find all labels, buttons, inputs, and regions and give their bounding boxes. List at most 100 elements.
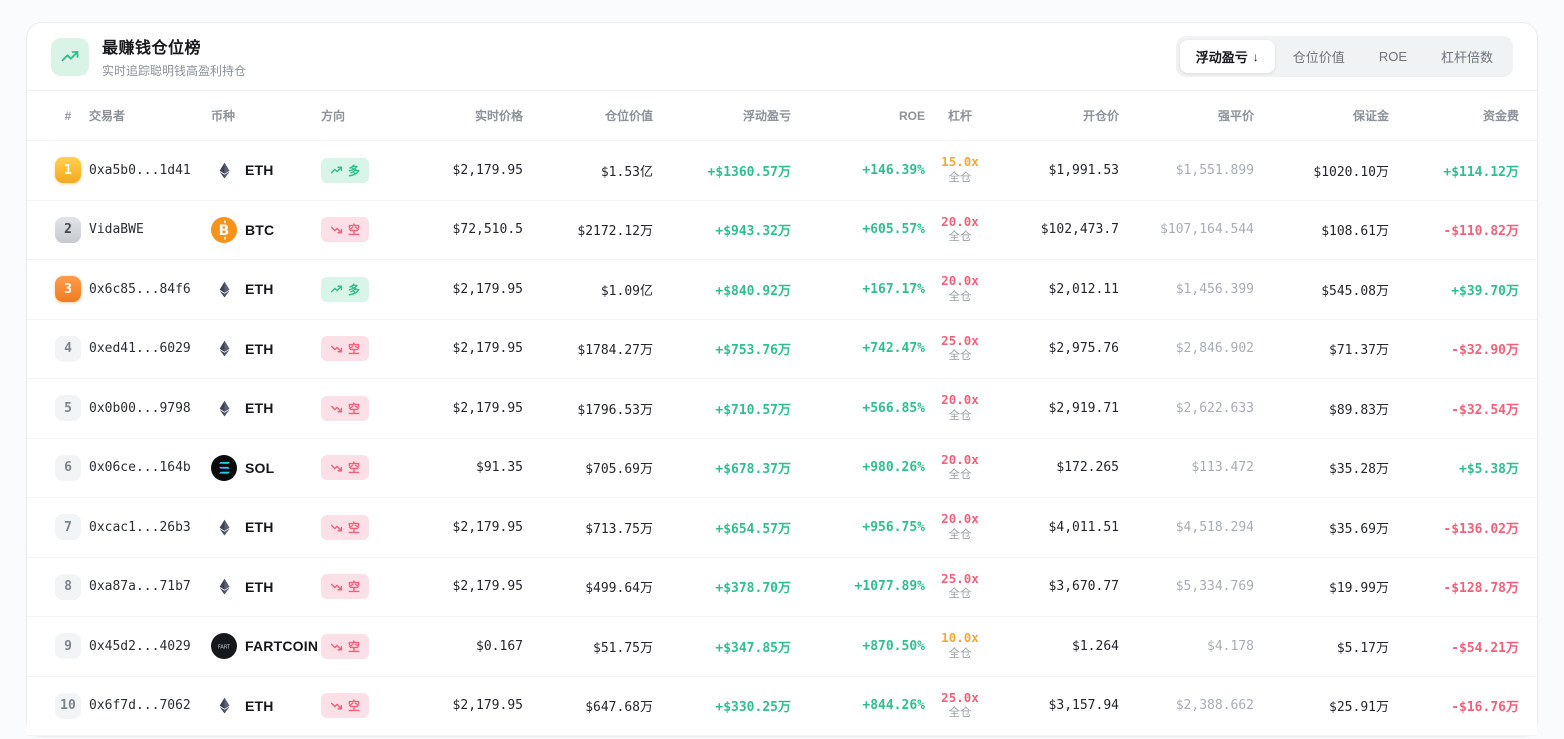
coin-cell[interactable]: ETH [211, 276, 321, 302]
trader-address[interactable]: 0x45d2...4029 [89, 638, 191, 654]
liquidation-price-cell: $113.472 [1191, 460, 1254, 476]
leverage-cell: 25.0x 全仓 [925, 690, 995, 722]
coin-cell[interactable]: SOL [211, 454, 321, 481]
trader-address[interactable]: 0xa87a...71b7 [89, 579, 191, 595]
direction-cell: 空 [321, 633, 401, 659]
table-row[interactable]: 4 0xed41...6029 ETH 空 $2,179.95 $1784.27万 +$75… [27, 319, 1537, 379]
eth-icon [211, 514, 237, 540]
floating-pnl-cell: +$753.76万 [715, 343, 791, 359]
column-header: 开仓价 [1082, 109, 1119, 123]
margin-cell: $35.28万 [1329, 462, 1389, 478]
table-row[interactable]: 1 0xa5b0...1d41 ETH 多 $2,179.95 $1.53亿 +$1360.… [27, 141, 1537, 201]
table-row[interactable]: 3 0x6c85...84f6 ETH 多 $2,179.95 $1.09亿 +$840.9… [27, 260, 1537, 320]
open-price-cell: $102,473.7 [1040, 222, 1119, 238]
coin-name: ETH [245, 519, 274, 536]
trader-address[interactable]: VidaBWE [89, 222, 144, 238]
direction-badge: 空 [321, 395, 370, 421]
coin-name: ETH [245, 340, 274, 357]
trader-address[interactable]: 0x0b00...9798 [89, 400, 191, 416]
coin-cell[interactable]: ETH [211, 574, 321, 600]
tab-leverage[interactable]: 杠杆倍数 [1425, 40, 1509, 73]
coin-cell[interactable]: ETH [211, 395, 321, 421]
direction-cell: 空 [321, 395, 401, 421]
direction-badge: 空 [321, 455, 370, 481]
direction-label: 空 [348, 639, 361, 654]
eth-icon [211, 693, 237, 719]
funding-fee-cell: -$54.21万 [1451, 640, 1519, 656]
tab-label: ROE [1378, 49, 1407, 64]
rank-badge: 9 [55, 633, 81, 660]
coin-cell[interactable]: ETH [211, 336, 321, 362]
coin-cell[interactable]: FART FARTCOIN [211, 633, 321, 660]
header-text: 最赚钱仓位榜 实时追踪聪明钱高盈利持仓 [102, 34, 246, 79]
funding-fee-cell: -$110.82万 [1443, 224, 1519, 240]
position-value-cell: $705.69万 [585, 462, 653, 478]
trader-address[interactable]: 0xed41...6029 [89, 341, 191, 357]
leaderboard-card: 最赚钱仓位榜 实时追踪聪明钱高盈利持仓 浮动盈亏 ↓ 仓位价值 ROE 杠杆倍数 # 交易… [26, 22, 1538, 737]
margin-cell: $89.83万 [1329, 402, 1389, 418]
direction-badge: 空 [321, 693, 370, 719]
leverage-value: 25.0x [941, 570, 979, 586]
table-row[interactable]: 6 0x06ce...164b SOL 空 $91.35 $705.69万 +$678.37… [27, 438, 1537, 498]
funding-fee-cell: -$32.90万 [1451, 343, 1519, 359]
table-row[interactable]: 8 0xa87a...71b7 ETH 空 $2,179.95 $499.64万 +$378… [27, 557, 1537, 617]
leverage-cell: 25.0x 全仓 [925, 333, 995, 365]
trader-address[interactable]: 0x06ce...164b [89, 460, 191, 476]
leverage-value: 20.0x [941, 392, 979, 408]
leverage-value: 20.0x [941, 273, 979, 289]
direction-cell: 多 [321, 276, 401, 302]
floating-pnl-cell: +$1360.57万 [707, 164, 791, 180]
table-row[interactable]: 2 VidaBWE B BTC 空 $72,510.5 $2172.12万 +$943.32万… [27, 200, 1537, 260]
floating-pnl-cell: +$710.57万 [715, 402, 791, 418]
liquidation-price-cell: $2,388.662 [1175, 698, 1254, 714]
margin-mode-label: 全仓 [948, 231, 972, 244]
tab-floating-pnl[interactable]: 浮动盈亏 ↓ [1179, 40, 1275, 73]
position-value-cell: $2172.12万 [577, 224, 653, 240]
page-title: 最赚钱仓位榜 [102, 40, 202, 57]
open-price-cell: $1.264 [1072, 638, 1119, 654]
trader-address[interactable]: 0xcac1...26b3 [89, 519, 191, 535]
coin-cell[interactable]: B BTC [211, 216, 321, 243]
coin-name: BTC [245, 221, 275, 238]
direction-badge: 空 [321, 633, 370, 659]
margin-cell: $545.08万 [1321, 283, 1389, 299]
eth-icon [211, 157, 237, 183]
leverage-cell: 20.0x 全仓 [925, 214, 995, 246]
open-price-cell: $3,157.94 [1048, 698, 1119, 714]
trader-address[interactable]: 0x6f7d...7062 [89, 698, 191, 714]
margin-mode-label: 全仓 [948, 350, 972, 363]
trend-down-icon [330, 223, 343, 236]
column-header: 方向 [321, 109, 346, 123]
live-price-cell: $2,179.95 [452, 698, 523, 714]
column-header: 资金费 [1482, 109, 1519, 123]
tab-label: 仓位价值 [1292, 50, 1345, 65]
funding-fee-cell: -$32.54万 [1451, 402, 1519, 418]
table-row[interactable]: 5 0x0b00...9798 ETH 空 $2,179.95 $1796.53万 +$71… [27, 379, 1537, 439]
tab-roe[interactable]: ROE [1363, 42, 1423, 71]
coin-cell[interactable]: ETH [211, 693, 321, 719]
table-row[interactable]: 10 0x6f7d...7062 ETH 空 $2,179.95 $647.68万 +$33… [27, 676, 1537, 736]
btc-icon: B [211, 216, 237, 243]
eth-icon [211, 336, 237, 362]
floating-pnl-cell: +$330.25万 [715, 700, 791, 716]
column-header: 保证金 [1352, 109, 1389, 123]
floating-pnl-cell: +$840.92万 [715, 283, 791, 299]
direction-label: 空 [348, 699, 361, 714]
live-price-cell: $2,179.95 [452, 519, 523, 535]
table-row[interactable]: 7 0xcac1...26b3 ETH 空 $2,179.95 $713.75万 +$654… [27, 498, 1537, 558]
coin-cell[interactable]: ETH [211, 514, 321, 540]
rank-cell: 8 [47, 573, 89, 600]
table-row[interactable]: 9 0x45d2...4029 FART FARTCOIN 空 $0.167 $51.75万… [27, 617, 1537, 677]
direction-label: 空 [348, 520, 361, 535]
trend-down-icon [330, 342, 343, 355]
trader-address[interactable]: 0x6c85...84f6 [89, 281, 191, 297]
card-header: 最赚钱仓位榜 实时追踪聪明钱高盈利持仓 浮动盈亏 ↓ 仓位价值 ROE 杠杆倍数 [27, 23, 1537, 91]
trader-address[interactable]: 0xa5b0...1d41 [89, 162, 191, 178]
open-price-cell: $3,670.77 [1048, 579, 1119, 595]
roe-cell: +742.47% [862, 341, 925, 357]
funding-fee-cell: -$16.76万 [1451, 700, 1519, 716]
funding-fee-cell: +$39.70万 [1451, 283, 1519, 299]
tab-position-value[interactable]: 仓位价值 [1277, 40, 1361, 73]
coin-cell[interactable]: ETH [211, 157, 321, 183]
direction-badge: 多 [321, 157, 370, 183]
